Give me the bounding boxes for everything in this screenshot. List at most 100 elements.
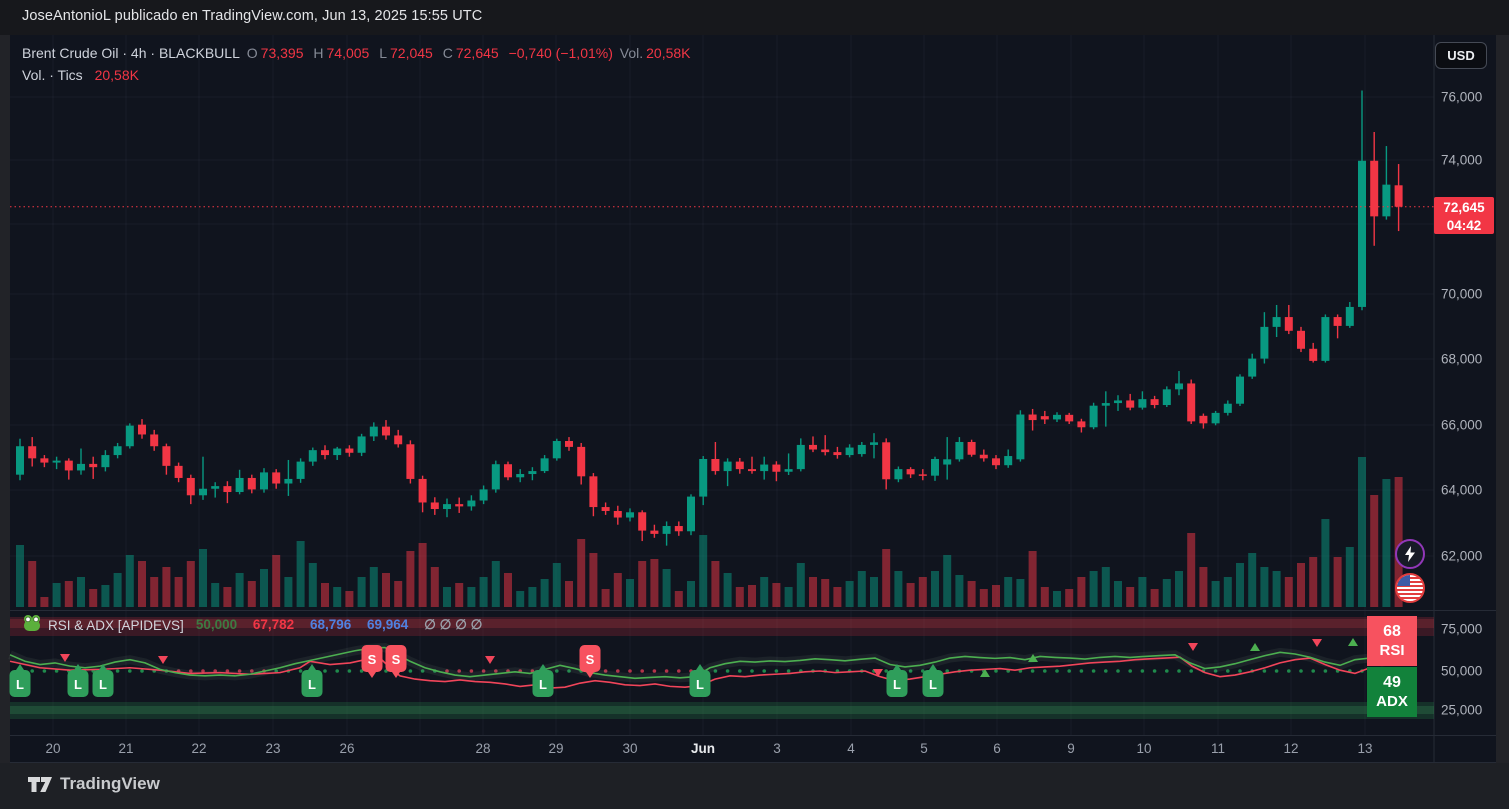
volume-bar xyxy=(174,577,183,607)
time-axis-tick: 3 xyxy=(773,741,781,756)
candle-body xyxy=(1004,456,1013,466)
candle-body xyxy=(272,472,281,484)
svg-text:L: L xyxy=(308,677,316,692)
candle-body xyxy=(955,441,964,460)
candle-body xyxy=(235,477,244,493)
long-marker-notch xyxy=(539,664,547,670)
vol-tics-value: 20,58K xyxy=(94,67,139,83)
volume-bar xyxy=(979,589,988,607)
candle-body xyxy=(748,469,756,472)
indicator-bands xyxy=(10,617,1434,719)
candle-body xyxy=(1040,416,1049,420)
candle-body xyxy=(626,512,634,518)
indicator-axis-tick: 75,000 xyxy=(1441,622,1482,637)
volume-bar xyxy=(992,585,1000,607)
candle-body xyxy=(967,441,976,455)
candle-body xyxy=(1053,414,1061,420)
long-marker xyxy=(301,670,323,697)
candle-body xyxy=(1394,185,1403,207)
candle-body xyxy=(931,458,939,476)
candle-body xyxy=(479,489,488,501)
volume-bar xyxy=(308,563,317,607)
candle-body xyxy=(369,426,378,437)
volume-bar xyxy=(150,577,159,607)
candle-body xyxy=(211,486,220,489)
tradingview-brand[interactable]: TradingView xyxy=(28,774,160,794)
signal-markers: L L L L L L L LS S S xyxy=(9,638,1358,697)
symbol-legend-row2[interactable]: Vol. · Tics 20,58K xyxy=(22,67,139,83)
volume-bar xyxy=(235,573,244,607)
lightning-bolt-glyph xyxy=(1405,546,1415,562)
time-axis-tick: 22 xyxy=(191,741,206,756)
volume-bar xyxy=(504,573,512,607)
candle-body xyxy=(540,458,549,472)
volume-bar xyxy=(1345,547,1354,607)
rsi-line xyxy=(9,642,1409,680)
volume-bar xyxy=(552,563,561,607)
candle-body xyxy=(796,444,805,470)
time-axis-tick: Jun xyxy=(691,741,715,756)
grid-lines xyxy=(10,35,1496,763)
time-axis-tick: 21 xyxy=(118,741,133,756)
trend-dot xyxy=(664,669,669,673)
volume-bar xyxy=(626,579,634,607)
candle-body xyxy=(613,510,622,518)
volume-bar xyxy=(28,561,37,607)
volume-bar xyxy=(430,567,439,607)
volume-bar xyxy=(1248,553,1257,607)
candle-body xyxy=(1345,306,1354,326)
candle-body xyxy=(882,442,891,480)
candlesticks[interactable] xyxy=(10,90,1434,546)
currency-button[interactable]: USD xyxy=(1435,42,1487,69)
trend-dot xyxy=(481,669,486,673)
volume-bar xyxy=(1016,579,1025,607)
symbol-legend-row1[interactable]: Brent Crude Oil · 4h · BLACKBULL O 73,395… xyxy=(22,45,697,61)
volume-bar xyxy=(760,577,769,607)
candle-body xyxy=(125,425,134,447)
volume-bar xyxy=(735,587,744,607)
volume-bar xyxy=(601,589,610,607)
trend-dot xyxy=(323,669,327,673)
volume-bar xyxy=(577,539,586,607)
axes[interactable]: 76,000 74,000 70,000 68,000 66,000 64,000 62,0… xyxy=(45,90,1482,757)
volume-bar xyxy=(1358,457,1366,607)
long-marker-notch xyxy=(16,664,24,670)
candle-body xyxy=(992,458,1000,466)
volume-bar xyxy=(479,577,488,607)
candle-body xyxy=(906,469,915,475)
volume-bar xyxy=(406,551,415,607)
time-axis-tick: 28 xyxy=(475,741,490,756)
volume-bar xyxy=(211,583,220,607)
current-price-badge: 72,645 04:42 xyxy=(1434,197,1494,234)
trend-dot xyxy=(1030,669,1035,673)
candle-body xyxy=(64,460,73,471)
indicator-plot[interactable] xyxy=(8,640,1412,689)
trend-dot xyxy=(1128,669,1132,673)
candle-body xyxy=(650,530,659,534)
candle-body xyxy=(1309,348,1318,361)
candle-body xyxy=(467,500,476,507)
long-marker xyxy=(886,670,908,697)
volume-bar xyxy=(1053,591,1061,607)
svg-text:L: L xyxy=(99,677,107,692)
candle-body xyxy=(101,455,110,468)
time-axis-tick: 30 xyxy=(622,741,637,756)
volume-bar xyxy=(809,577,817,607)
candle-body xyxy=(504,464,512,478)
volume-bar xyxy=(565,581,573,607)
candle-body xyxy=(28,446,37,459)
indicator-legend[interactable]: RSI & ADX [APIDEVS] 50,000 67,782 68,796… xyxy=(24,615,482,633)
volume-bar xyxy=(857,571,866,607)
trend-dot xyxy=(945,669,949,673)
volume-bar xyxy=(1394,477,1403,607)
volume-bar xyxy=(443,587,451,607)
trend-dot xyxy=(30,669,34,673)
volume-bar xyxy=(1199,567,1208,607)
lightning-icon[interactable] xyxy=(1395,539,1425,569)
candle-body xyxy=(638,512,647,531)
symbol-title: Brent Crude Oil · 4h · BLACKBULL xyxy=(22,45,240,61)
candle-body xyxy=(857,444,866,455)
volume-bar xyxy=(650,559,659,607)
us-flag-icon[interactable] xyxy=(1395,573,1425,603)
